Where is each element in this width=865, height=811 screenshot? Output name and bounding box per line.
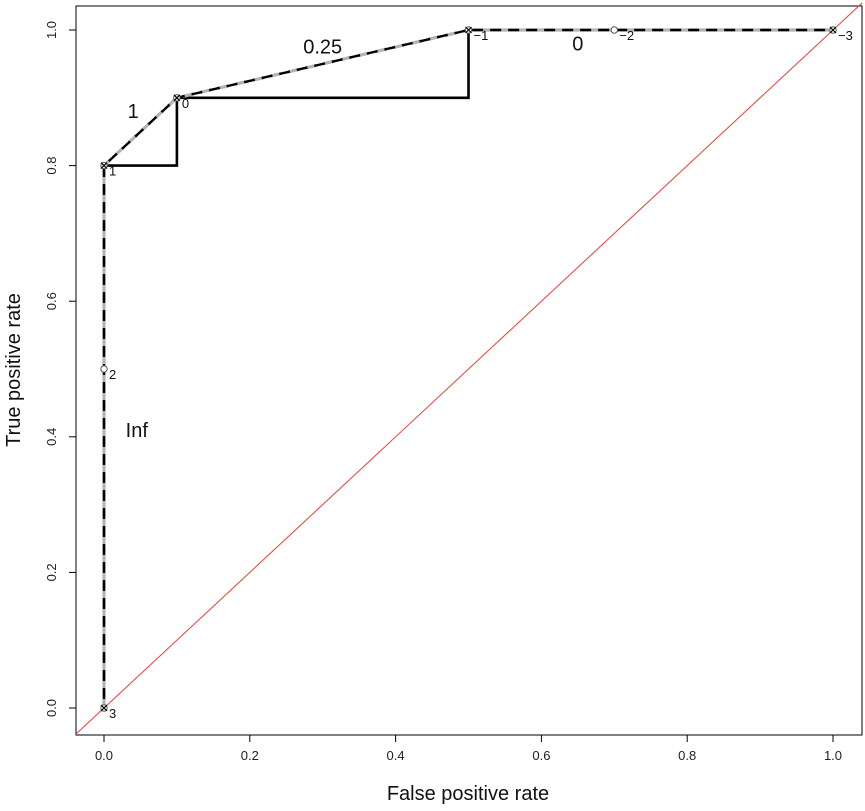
y-tick-label: 0.2 (44, 563, 59, 581)
data-point-cross (173, 94, 181, 102)
data-point-label: 3 (109, 706, 116, 721)
data-point-label: 0 (182, 96, 189, 111)
x-tick-label: 0.0 (95, 748, 113, 763)
x-tick-label: 0.2 (241, 748, 259, 763)
data-point-cross (465, 26, 472, 34)
data-point-cross (829, 26, 837, 34)
x-axis: 0.0 0.2 0.4 0.6 0.8 1.0 (95, 735, 842, 763)
points-layer: 3 2 1 0 −1 −2 −3 (100, 26, 853, 721)
data-point-label: −3 (838, 28, 853, 43)
x-axis-title: False positive rate (387, 783, 549, 805)
data-point-cross (100, 162, 108, 170)
y-tick-label: 0.4 (44, 428, 59, 446)
data-point (610, 26, 618, 34)
plot-frame (75, 5, 863, 736)
y-tick-label: 0.8 (44, 157, 59, 175)
annotation-label: 1 (128, 101, 139, 123)
y-tick-label: 0.0 (44, 699, 59, 717)
data-point (100, 365, 108, 373)
y-tick-label: 0.6 (44, 292, 59, 310)
series-line-3 (102, 28, 833, 708)
series-layer (75, 2, 863, 735)
data-point-label: 1 (109, 164, 116, 179)
data-point-cross (100, 704, 108, 712)
data-point-label: −1 (474, 28, 489, 43)
y-tick-label: 1.0 (44, 21, 59, 39)
y-axis: 0.0 0.2 0.4 0.6 0.8 1.0 (44, 21, 76, 717)
diagonal-reference-line (75, 2, 863, 735)
x-tick-label: 0.8 (678, 748, 696, 763)
annotation-label: Inf (126, 420, 149, 442)
annotation-label: 0.25 (303, 37, 342, 59)
annotations-layer: Inf 1 0.25 0 (126, 33, 584, 441)
x-tick-label: 0.6 (532, 748, 550, 763)
x-tick-label: 1.0 (824, 748, 842, 763)
annotation-label: 0 (572, 33, 583, 55)
data-point-label: 2 (109, 367, 116, 382)
y-axis-title: True positive rate (3, 293, 25, 447)
x-tick-label: 0.4 (387, 748, 405, 763)
data-point-label: −2 (619, 28, 634, 43)
